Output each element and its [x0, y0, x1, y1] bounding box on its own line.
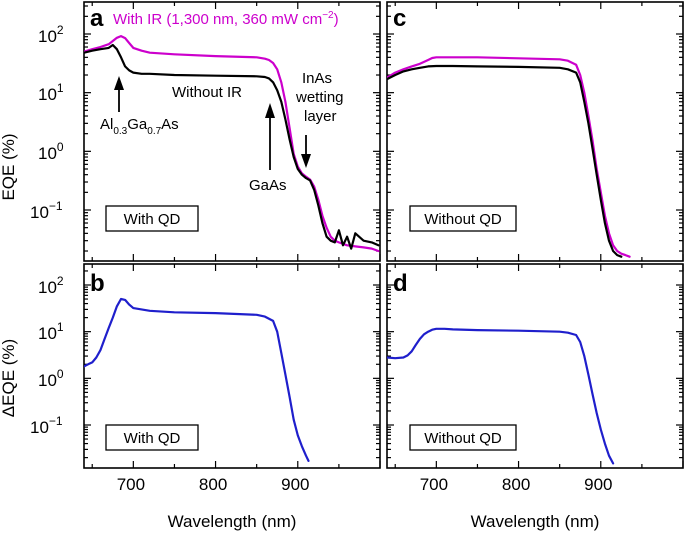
panel-d-x-axis-title: Wavelength (nm) [471, 512, 600, 531]
panel-b-letter: b [90, 270, 105, 297]
panel-d-ticks [387, 264, 684, 468]
panel-a-y-tick-labels: 102 101 100 10−1 [30, 23, 64, 222]
y-tick-label-a-0.1: 10−1 [30, 199, 63, 222]
panel-b-x-axis-title: Wavelength (nm) [168, 512, 297, 531]
y-tick-label-b-10: 101 [38, 320, 64, 343]
x-tick-label-800-right: 800 [502, 475, 530, 494]
panel-b-y-tick-labels: 102 101 100 10−1 [30, 274, 64, 437]
with-ir-text: With IR (1,300 nm, 360 mW cm [113, 11, 322, 28]
panel-a-ticks [84, 2, 381, 261]
x-tick-label-800-left: 800 [199, 475, 227, 494]
panel-d-qd-label: Without QD [424, 430, 502, 447]
panel-b-qd-box: With QD [105, 424, 199, 451]
panel-c-letter: c [393, 5, 406, 32]
y-tick-label-b-100: 102 [38, 274, 64, 297]
panel-a-qd-box: With QD [105, 205, 199, 232]
y-tick-label-b-1: 100 [38, 367, 64, 390]
gaas-label: GaAs [249, 177, 287, 194]
panel-a-letter: a [90, 5, 104, 32]
panel-a-y-axis-title: EQE (%) [0, 133, 18, 200]
y-tick-label-b-0.1: 10−1 [30, 414, 63, 437]
panel-c-without-ir-line [387, 64, 623, 258]
panel-d-delta-eqe-line [387, 327, 615, 465]
inas-label-line1: InAs [302, 70, 332, 87]
panel-a-frame [83, 1, 381, 262]
x-tick-label-900-left: 900 [281, 475, 309, 494]
x-tick-label-900-right: 900 [584, 475, 612, 494]
panel-d-letter: d [393, 270, 408, 297]
panel-c-with-ir-line [387, 56, 631, 258]
with-ir-superscript: −2 [322, 10, 334, 21]
algaas-label: Al0.3Ga0.7As [100, 116, 179, 137]
gaas-arrow [265, 103, 275, 170]
x-tick-label-700-left: 700 [117, 475, 145, 494]
without-ir-label: Without IR [172, 84, 242, 101]
algaas-sub-2: 0.7 [147, 126, 161, 137]
x-tick-labels-left: 700 800 900 [117, 475, 310, 494]
panel-c-frame [386, 1, 684, 262]
with-ir-close: ) [334, 11, 339, 28]
algaas-arrow [114, 76, 124, 112]
algaas-al: Al [100, 116, 113, 133]
x-tick-labels-right: 700 800 900 [420, 475, 613, 494]
algaas-ga: Ga [127, 116, 148, 133]
inas-label-line3: layer [304, 108, 337, 125]
panel-b-qd-label: With QD [124, 430, 181, 447]
panel-c-qd-label: Without QD [424, 211, 502, 228]
x-tick-label-700-right: 700 [420, 475, 448, 494]
inas-label-line2: wetting [295, 89, 344, 106]
panel-d-qd-box: Without QD [409, 424, 517, 451]
panel-a-without-ir-line [84, 43, 380, 250]
panel-a-qd-label: With QD [124, 211, 181, 228]
panel-b-y-axis-title: ΔEQE (%) [0, 339, 18, 417]
panel-b-delta-eqe-line [84, 297, 310, 462]
y-tick-label-a-100: 102 [38, 23, 64, 46]
panel-c-qd-box: Without QD [409, 205, 517, 232]
panel-d-frame [386, 263, 684, 469]
algaas-as: As [161, 116, 179, 133]
with-ir-label: With IR (1,300 nm, 360 mW cm−2) [113, 10, 339, 28]
panel-a-with-ir-line [84, 35, 380, 253]
panel-c-ticks [387, 2, 684, 261]
y-tick-label-a-1: 100 [38, 140, 64, 163]
inas-arrow [301, 135, 311, 168]
y-tick-label-a-10: 101 [38, 81, 64, 104]
algaas-sub-1: 0.3 [113, 126, 127, 137]
